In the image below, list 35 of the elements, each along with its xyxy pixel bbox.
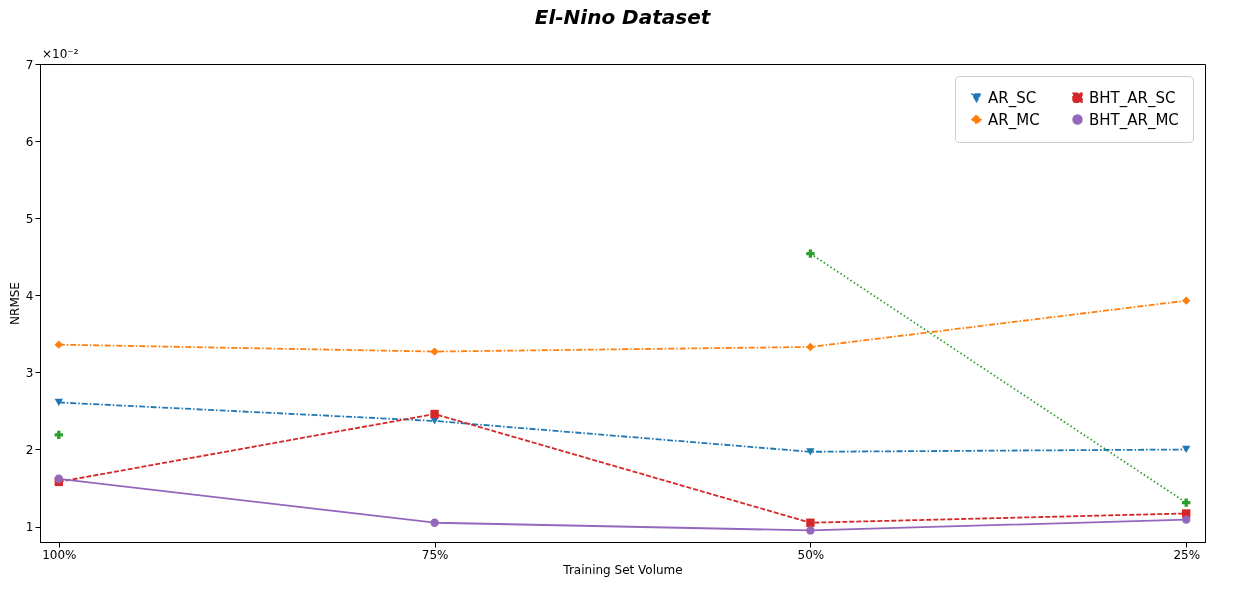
point	[806, 448, 815, 456]
x-tick-label: 50%	[797, 547, 825, 562]
y-tick-label: 1	[25, 520, 34, 535]
y-tick-label: 6	[25, 134, 34, 149]
legend-label: BHT_AR_SC	[1089, 88, 1176, 108]
legend-label: AR_SC	[988, 88, 1037, 108]
point	[430, 347, 439, 356]
x-axis-title: Training Set Volume	[562, 562, 683, 577]
legend-label: AR_MC	[988, 110, 1040, 130]
y-tick-label: 3	[25, 365, 34, 380]
point	[1182, 445, 1191, 454]
chart-title: El-Nino Dataset	[534, 5, 712, 29]
point	[54, 398, 63, 407]
y-tick-label: 2	[25, 442, 34, 457]
point	[1182, 515, 1191, 524]
point	[54, 430, 63, 440]
point	[806, 249, 815, 258]
text: ×10⁻²	[42, 47, 79, 61]
x-tick-label: 75%	[421, 547, 449, 562]
point	[806, 518, 815, 527]
point	[806, 342, 815, 352]
y-tick-label: 5	[25, 211, 34, 226]
point	[430, 518, 439, 527]
y-tick-label: 7	[25, 57, 34, 72]
x-tick-label: 100%	[42, 547, 77, 562]
point	[806, 526, 815, 535]
point	[1182, 498, 1191, 507]
y-tick-label: 4	[25, 288, 34, 303]
y-axis-title: NRMSE	[7, 282, 22, 325]
legend-label: BHT_AR_MC	[1089, 110, 1179, 130]
point	[430, 409, 439, 419]
point	[54, 340, 63, 349]
point	[54, 474, 63, 483]
x-tick-label: 25%	[1173, 547, 1201, 562]
point	[1182, 296, 1191, 305]
